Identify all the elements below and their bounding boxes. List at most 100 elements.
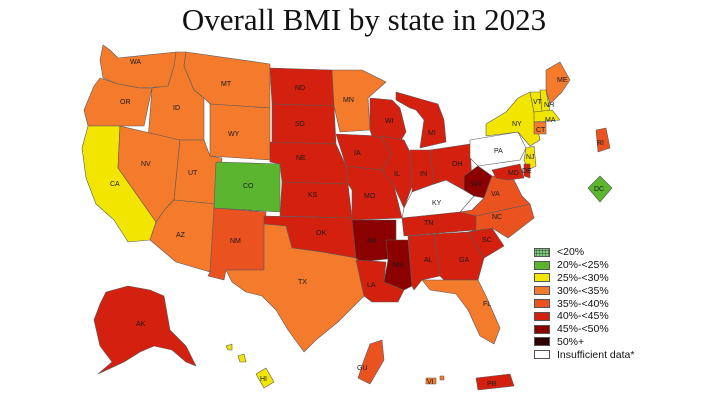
label-AZ: AZ	[176, 232, 186, 239]
label-DC: DC	[594, 186, 604, 193]
legend-swatch	[534, 299, 550, 309]
label-OK: OK	[316, 230, 326, 237]
label-CT: CT	[536, 127, 546, 134]
state-FL	[421, 279, 501, 345]
legend-item: 25%-<30%	[534, 272, 634, 285]
label-MT: MT	[221, 81, 232, 88]
label-TX: TX	[298, 279, 307, 286]
label-ME: ME	[557, 77, 568, 84]
map-title: Overall BMI by state in 2023	[181, 2, 547, 37]
legend-label: 20%-<25%	[557, 259, 609, 272]
legend-swatch	[534, 260, 550, 270]
state-MD	[491, 163, 525, 181]
label-ND: ND	[295, 85, 305, 92]
state-HI-2	[237, 353, 247, 363]
state-AK	[93, 285, 197, 375]
label-RI: RI	[597, 140, 604, 147]
label-VI: VI	[427, 379, 434, 386]
legend-label: <20%	[557, 246, 585, 259]
legend-item: 50%+	[534, 336, 634, 349]
label-WA: WA	[130, 59, 141, 66]
label-GA: GA	[459, 257, 469, 264]
label-DE: DE	[522, 168, 532, 175]
label-AK: AK	[136, 321, 146, 328]
legend-swatch	[534, 286, 550, 296]
legend-swatch	[534, 350, 550, 360]
state-RI	[595, 127, 611, 153]
legend-label: 40%-<45%	[557, 310, 609, 323]
state-WY	[209, 103, 271, 161]
legend-label: 35%-<40%	[557, 297, 609, 310]
legend-swatch	[534, 311, 550, 321]
label-NE: NE	[296, 155, 306, 162]
label-VT: VT	[533, 99, 543, 106]
label-PR: PR	[487, 381, 497, 388]
label-NJ: NJ	[526, 154, 535, 161]
state-WI	[369, 97, 407, 143]
state-MN	[331, 69, 387, 133]
state-ME	[545, 61, 571, 105]
state-DE	[523, 163, 531, 179]
label-NC: NC	[492, 214, 502, 221]
state-MI	[395, 91, 447, 149]
label-TN: TN	[424, 220, 433, 227]
label-HI: HI	[260, 376, 267, 383]
label-CA: CA	[110, 181, 120, 188]
state-NE	[269, 141, 349, 185]
state-MA	[533, 109, 561, 123]
state-labels: WA OR CA ID NV MT WY UT AZ CO NM ND SD N…	[110, 59, 604, 388]
legend-label: 50%+	[557, 335, 585, 348]
state-KS	[279, 181, 353, 219]
label-MD: MD	[508, 170, 519, 177]
state-VA	[459, 175, 531, 217]
legend-label: 25%-<30%	[557, 271, 609, 284]
label-KY: KY	[432, 200, 442, 207]
label-PA: PA	[494, 148, 503, 155]
legend-item: 30%-<35%	[534, 284, 634, 297]
label-IL: IL	[394, 171, 400, 178]
legend-item: Insufficient data*	[534, 348, 634, 361]
state-PR	[475, 373, 515, 391]
label-VA: VA	[491, 191, 500, 198]
legend-item: <20%	[534, 246, 634, 259]
legend-label: 45%-<50%	[557, 323, 609, 336]
state-TX	[225, 223, 365, 353]
label-IN: IN	[420, 171, 427, 178]
legend-item: 20%-<25%	[534, 259, 634, 272]
label-IA: IA	[354, 150, 361, 157]
label-MN: MN	[343, 97, 354, 104]
label-ID: ID	[173, 105, 180, 112]
label-GU: GU	[357, 365, 368, 372]
state-CT	[533, 121, 547, 135]
label-AR: AR	[367, 238, 377, 245]
state-HI-3	[225, 343, 233, 351]
legend-label: Insufficient data*	[557, 348, 635, 361]
state-GU	[357, 339, 385, 385]
legend-item: 35%-<40%	[534, 297, 634, 310]
label-FL: FL	[483, 301, 491, 308]
legend-swatch	[534, 247, 550, 257]
label-NM: NM	[230, 238, 241, 245]
legend-swatch	[534, 273, 550, 283]
legend: <20% 20%-<25% 25%-<30% 30%-<35% 35%-<40% 40%-…	[534, 246, 634, 361]
label-UT: UT	[188, 170, 198, 177]
state-OR	[83, 77, 153, 127]
label-MI: MI	[428, 130, 436, 137]
state-MS	[383, 239, 413, 291]
legend-label: 30%-<35%	[557, 284, 609, 297]
legend-item: 45%-<50%	[534, 323, 634, 336]
state-AR	[351, 219, 397, 263]
label-WV: WV	[471, 181, 483, 188]
state-LA	[355, 259, 405, 303]
label-SC: SC	[482, 237, 492, 244]
label-MS: MS	[393, 262, 404, 269]
legend-swatch	[534, 324, 550, 334]
label-OH: OH	[452, 161, 463, 168]
label-WI: WI	[385, 118, 394, 125]
label-KS: KS	[308, 192, 318, 199]
label-SD: SD	[295, 121, 305, 128]
legend-swatch	[534, 337, 550, 347]
label-NY: NY	[512, 121, 522, 128]
state-HI	[255, 367, 275, 389]
